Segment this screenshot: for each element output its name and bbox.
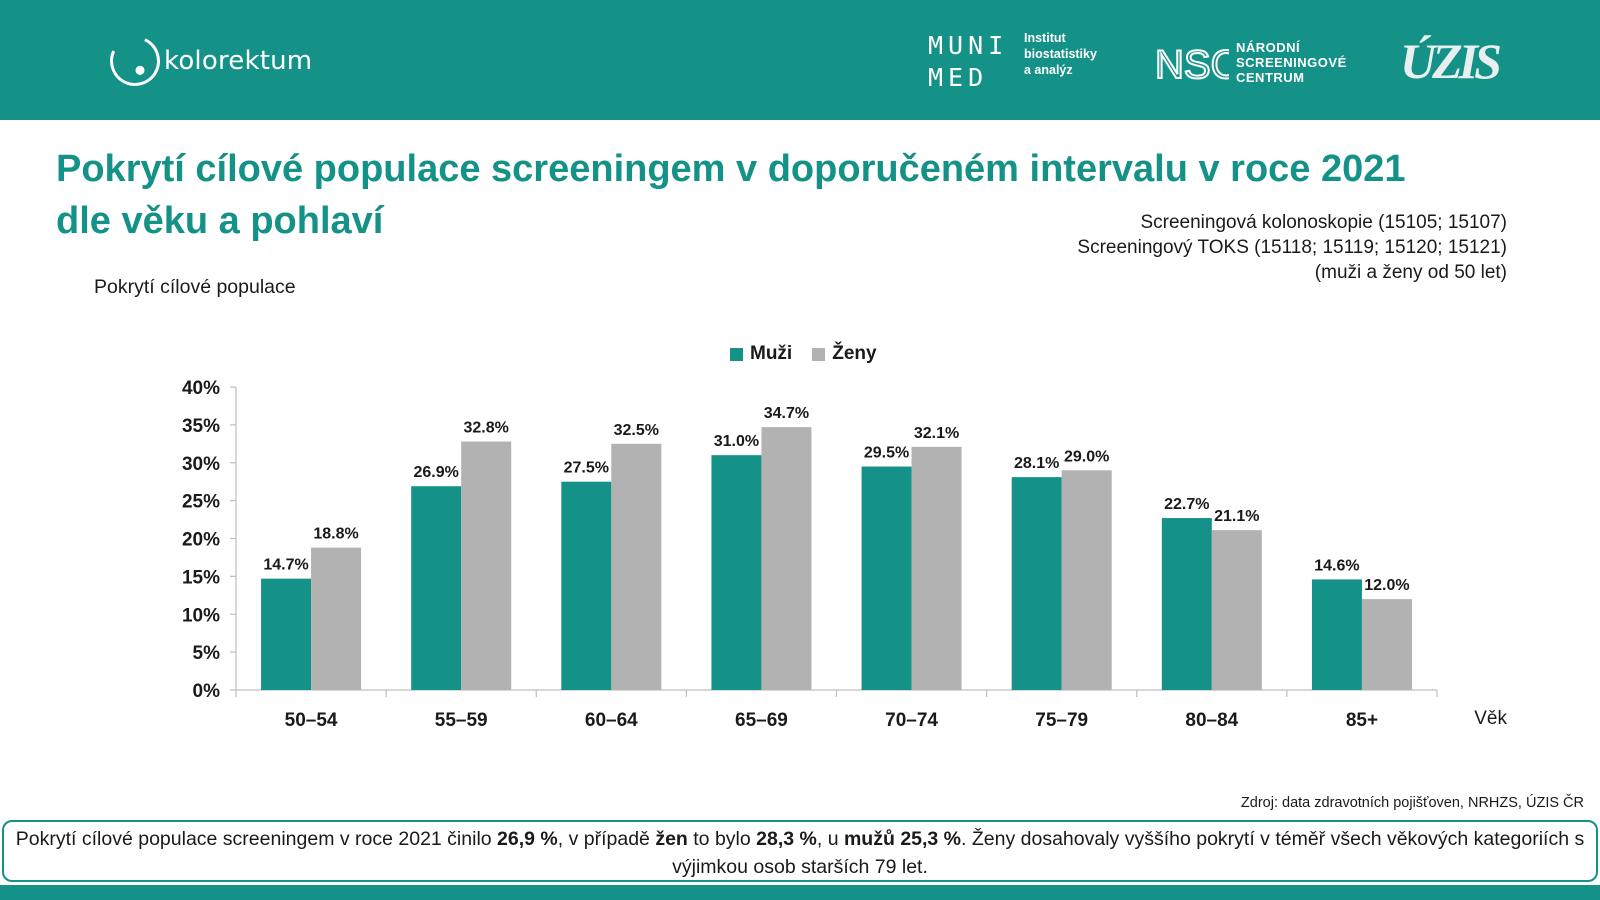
y-tick-label: 5% (193, 643, 221, 664)
footer-bar (0, 885, 1600, 900)
data-label: 28.1% (1014, 455, 1059, 472)
y-tick-label: 0% (193, 681, 221, 702)
summary-box: Pokrytí cílové populace screeningem v ro… (2, 820, 1598, 882)
y-axis-title: Pokrytí cílové populace (94, 276, 296, 298)
x-tick-label: 70–74 (885, 710, 938, 731)
legend-item-muzi: Muži (730, 343, 792, 365)
brand-name: kolorektum (164, 46, 313, 76)
data-label: 21.1% (1214, 508, 1259, 525)
nsc-line1: NÁRODNÍ (1236, 40, 1301, 55)
bar-muzi (1311, 579, 1362, 690)
data-label: 26.9% (414, 464, 459, 481)
summary-bold-5: 25,3 % (900, 828, 962, 850)
bar-chart: 0% 5% 10% 15% 20% 25% 30% 35% 40% 14.7% 18.8% 50–54… (182, 378, 1508, 731)
nsc-name: NÁRODNÍ SCREENINGOVÉ CENTRUM (1236, 40, 1347, 85)
legend-label-muzi: Muži (750, 343, 793, 364)
iba-line3: a analýz (1024, 63, 1073, 77)
data-label: 18.8% (313, 526, 358, 543)
x-tick-label: 85+ (1346, 710, 1378, 731)
title-line2: dle věku a pohlaví (56, 200, 384, 242)
uzis-logo: ÚZIS (1400, 33, 1502, 89)
summary-bold-1: 26,9 % (497, 828, 558, 850)
summary-text-2: , v případě (557, 828, 656, 850)
x-axis-title: Věk (1474, 708, 1507, 729)
data-label: 29.5% (864, 445, 909, 462)
header-bar: kolorektum MUNI MED Institut biostatisti… (0, 0, 1600, 120)
bar-muzi (861, 466, 912, 690)
note-line1: Screeningová kolonoskopie (15105; 15107) (1140, 212, 1507, 233)
data-source: Zdroj: data zdravotních pojišťoven, NRHZ… (1240, 795, 1584, 811)
nsc-logo-text: NSC (1155, 43, 1229, 86)
summary-bold-4: mužů (843, 828, 895, 850)
data-label: 27.5% (564, 460, 609, 477)
nsc-logo-icon: NSC (1155, 42, 1229, 86)
nsc-line3: CENTRUM (1236, 70, 1305, 85)
y-tick-label: 10% (182, 605, 220, 626)
bar-muzi (561, 481, 612, 690)
x-tick-label: 75–79 (1035, 710, 1088, 731)
bar-zeny (611, 443, 662, 690)
y-tick-label: 35% (182, 416, 220, 437)
muni-med-logo: MUNI MED (928, 30, 1008, 94)
x-tick-label: 55–59 (435, 710, 488, 731)
data-label: 32.5% (614, 422, 659, 439)
summary-text-3: to bylo (687, 828, 757, 850)
muni-logo-line1: MUNI (928, 31, 1009, 60)
data-label: 32.1% (914, 425, 959, 442)
bar-zeny (1061, 470, 1112, 690)
bar-zeny (1211, 530, 1262, 690)
y-tick-label: 30% (182, 454, 220, 475)
x-tick-label: 65–69 (735, 710, 788, 731)
data-label: 12.0% (1364, 577, 1409, 594)
bar-muzi (261, 578, 312, 690)
data-label: 29.0% (1064, 448, 1109, 465)
y-tick-label: 15% (182, 567, 220, 588)
legend-label-zeny: Ženy (832, 343, 877, 364)
note-line2: Screeningový TOKS (15118; 15119; 15120; … (1077, 237, 1507, 258)
method-note: Screeningová kolonoskopie (15105; 15107)… (1077, 210, 1507, 285)
bar-zeny (311, 547, 362, 690)
iba-line2: biostatistiky (1024, 47, 1097, 61)
bar-muzi (711, 455, 762, 690)
y-tick-label: 20% (182, 530, 220, 551)
data-label: 32.8% (464, 420, 509, 437)
data-label: 22.7% (1164, 496, 1209, 513)
page-title: Pokrytí cílové populace screeningem v do… (56, 143, 1496, 247)
x-tick-label: 80–84 (1185, 710, 1238, 731)
summary-text-4: , u (816, 828, 844, 850)
data-label: 14.7% (263, 557, 308, 574)
legend-swatch-muzi (730, 347, 743, 361)
legend-swatch-zeny (812, 347, 826, 361)
bar-zeny (1361, 599, 1412, 690)
bar-zeny (911, 446, 962, 690)
title-line1: Pokrytí cílové populace screeningem v do… (56, 148, 1406, 190)
bar-muzi (411, 486, 462, 690)
y-tick-label: 40% (182, 378, 220, 399)
muni-logo-line2: MED (928, 63, 989, 92)
summary-bold-3: 28,3 % (756, 828, 817, 850)
x-tick-label: 50–54 (285, 710, 338, 731)
summary-text-1: Pokrytí cílové populace screeningem v ro… (15, 828, 498, 850)
nsc-line2: SCREENINGOVÉ (1236, 55, 1347, 70)
iba-line1: Institut (1024, 31, 1066, 45)
bar-muzi (1011, 477, 1062, 690)
iba-institute-name: Institut biostatistiky a analýz (1024, 30, 1097, 78)
bar-zeny (761, 427, 812, 690)
legend-item-zeny: Ženy (812, 343, 877, 365)
data-label: 34.7% (764, 405, 809, 422)
bar-muzi (1161, 518, 1212, 690)
chart-legend: Muži Ženy (730, 343, 897, 365)
kolorektum-logo: kolorektum (102, 28, 313, 94)
x-tick-label: 60–64 (585, 710, 638, 731)
summary-text-6: . Ženy dosahovaly vyššího pokrytí v témě… (672, 828, 1585, 878)
y-tick-label: 25% (182, 492, 220, 513)
data-label: 14.6% (1314, 557, 1359, 574)
bar-zeny (461, 441, 512, 690)
summary-bold-2: žen (655, 828, 688, 850)
note-line3: (muži a ženy od 50 let) (1314, 262, 1507, 283)
data-label: 31.0% (714, 433, 759, 450)
